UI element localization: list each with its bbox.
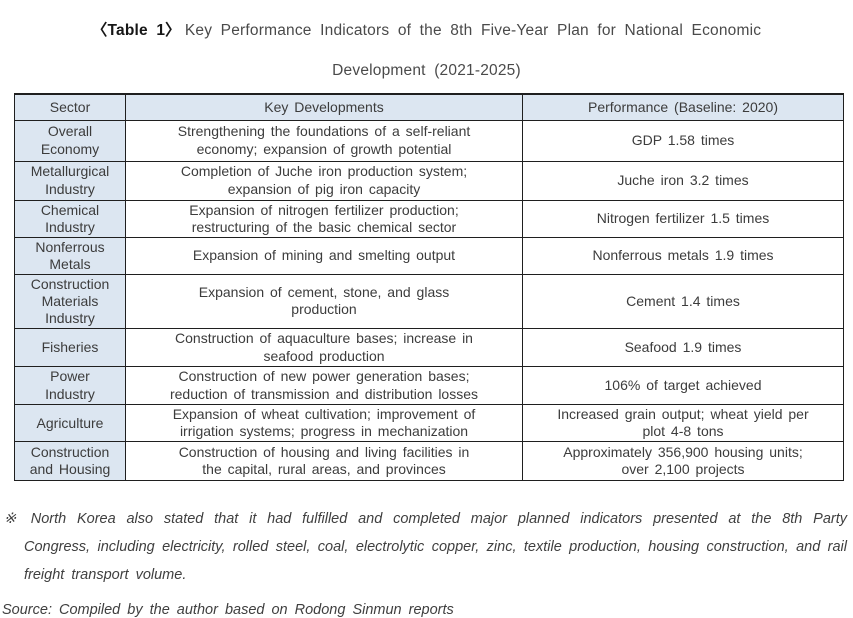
developments-cell: Expansion of nitrogen fertilizer product… (125, 199, 523, 238)
developments-cell: Expansion of cement, stone, and glass pr… (125, 273, 523, 330)
developments-cell: Construction of new power generation bas… (125, 366, 523, 406)
table-row: Overall Economy Strengthening the founda… (14, 119, 844, 162)
sector-cell: Metallurgical Industry (14, 160, 126, 201)
table-row: Construction Materials Industry Expansio… (14, 273, 844, 330)
developments-cell: Expansion of wheat cultivation; improvem… (125, 404, 523, 443)
sector-cell: Agriculture (14, 404, 126, 443)
performance-cell: GDP 1.58 times (522, 119, 844, 162)
developments-cell: Construction of housing and living facil… (125, 441, 523, 482)
developments-cell: Expansion of mining and smelting output (125, 236, 523, 275)
performance-cell: Increased grain output; wheat yield per … (522, 404, 844, 443)
table-row: Fisheries Construction of aquaculture ba… (14, 328, 844, 368)
performance-cell: Seafood 1.9 times (522, 328, 844, 368)
footnote-reference-mark: ※ (4, 511, 20, 528)
kpi-table: Sector Key Developments Performance (Bas… (14, 93, 844, 482)
developments-cell: Completion of Juche iron production syst… (125, 160, 523, 201)
sector-cell: Construction Materials Industry (14, 273, 126, 330)
table-title: 〈Table 1〉 Key Performance Indicators of t… (0, 0, 853, 91)
sector-cell: Fisheries (14, 328, 126, 368)
performance-cell: Nonferrous metals 1.9 times (522, 236, 844, 275)
table-row: Chemical Industry Expansion of nitrogen … (14, 199, 844, 238)
footnote: ※ North Korea also stated that it had fu… (4, 505, 847, 589)
developments-cell: Construction of aquaculture bases; incre… (125, 328, 523, 368)
sector-cell: Nonferrous Metals (14, 236, 126, 275)
sector-cell: Overall Economy (14, 119, 126, 162)
kpi-table-wrapper: Sector Key Developments Performance (Bas… (14, 93, 844, 482)
title-line-1: 〈Table 1〉 Key Performance Indicators of t… (0, 11, 853, 51)
sector-cell: Construction and Housing (14, 441, 126, 482)
title-table-number: 〈Table 1〉 (91, 22, 181, 39)
footnote-text: North Korea also stated that it had fulf… (24, 511, 847, 584)
table-row: Power Industry Construction of new power… (14, 366, 844, 406)
table-row: Nonferrous Metals Expansion of mining an… (14, 236, 844, 275)
table-row: Agriculture Expansion of wheat cultivati… (14, 404, 844, 443)
title-text-1: Key Performance Indicators of the 8th Fi… (184, 22, 762, 39)
developments-cell: Strengthening the foundations of a self-… (125, 119, 523, 162)
sector-cell: Chemical Industry (14, 199, 126, 238)
performance-cell: 106% of target achieved (522, 366, 844, 406)
table-row: Metallurgical Industry Completion of Juc… (14, 160, 844, 201)
header-performance: Performance (Baseline: 2020) (522, 93, 844, 121)
performance-cell: Approximately 356,900 housing units; ove… (522, 441, 844, 482)
sector-cell: Power Industry (14, 366, 126, 406)
performance-cell: Nitrogen fertilizer 1.5 times (522, 199, 844, 238)
header-sector: Sector (14, 93, 126, 121)
header-row: Sector Key Developments Performance (Bas… (14, 93, 844, 121)
source-note: Source: Compiled by the author based on … (2, 602, 454, 618)
performance-cell: Juche iron 3.2 times (522, 160, 844, 201)
table-row: Construction and Housing Construction of… (14, 441, 844, 482)
title-line-2: Development (2021-2025) (332, 62, 521, 79)
performance-cell: Cement 1.4 times (522, 273, 844, 330)
header-developments: Key Developments (125, 93, 523, 121)
